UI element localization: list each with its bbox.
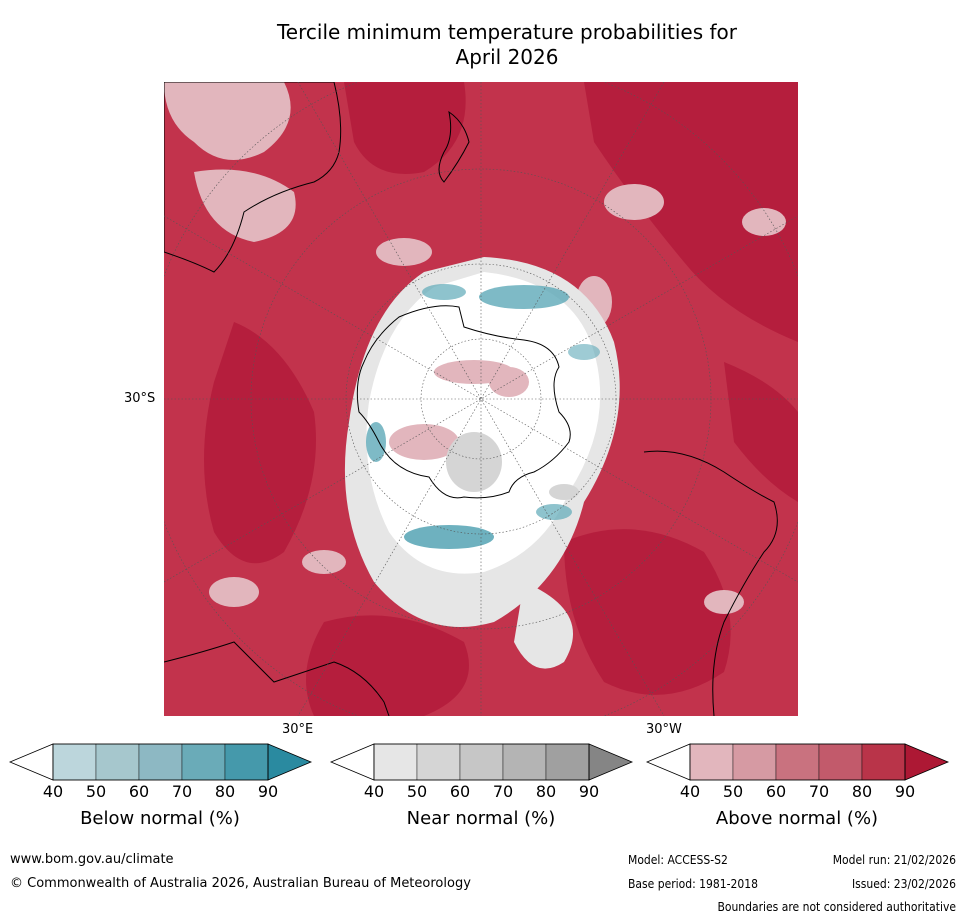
above-swatch-80-90 (861, 743, 906, 781)
below-tick-80: 80 (214, 782, 236, 801)
near-tick-90: 90 (578, 782, 600, 801)
website-text: www.bom.gov.au/climate (10, 852, 174, 867)
antarctic-above-patches (389, 360, 529, 460)
probability-map (164, 82, 798, 716)
near-upper-extension (588, 743, 634, 781)
above-tick-70: 70 (808, 782, 830, 801)
above-tick-60: 60 (765, 782, 787, 801)
label-30e: 30°E (282, 722, 314, 737)
below-normal-regions (366, 284, 600, 549)
map-canvas (164, 82, 798, 716)
colorbar-above-title: Above normal (%) (715, 808, 879, 829)
near-normal-tongue (514, 582, 573, 669)
south-america-coastline (643, 450, 778, 716)
below-tick-90: 90 (257, 782, 279, 801)
colorbar-below-title: Below normal (%) (80, 808, 240, 829)
above-lower-extension (645, 743, 691, 781)
near-swatch-80-90 (545, 743, 590, 781)
near-tick-50: 50 (406, 782, 428, 801)
below-swatch-50-60 (95, 743, 140, 781)
colorbar-below: Below normal (%) 40 50 60 70 80 90 (8, 743, 313, 829)
white-no-signal (366, 272, 601, 574)
colorbar-near: Near normal (%) 40 50 60 70 80 90 (329, 743, 634, 829)
label-30w: 30°W (646, 722, 682, 737)
near-swatch-70-80 (502, 743, 547, 781)
above-tick-80: 80 (851, 782, 873, 801)
antarctic-near-patches (446, 432, 579, 500)
below-swatch-40-50 (52, 743, 97, 781)
colorbar-above: Above normal (%) 40 50 60 70 80 90 (645, 743, 950, 829)
near-swatch-60-70 (459, 743, 504, 781)
title-line-1: Tercile minimum temperature probabilitie… (276, 20, 738, 44)
below-swatch-60-70 (138, 743, 183, 781)
above-upper-extension (904, 743, 950, 781)
near-swatch-50-60 (416, 743, 461, 781)
model-run-text: Model run: 21/02/2026 (832, 853, 956, 867)
strong-above-regions (204, 82, 798, 716)
below-tick-70: 70 (171, 782, 193, 801)
africa-coastline (164, 641, 390, 716)
below-swatch-70-80 (181, 743, 226, 781)
title-line-2: April 2026 (455, 45, 559, 69)
chart-title: Tercile minimum temperature probabilitie… (164, 20, 850, 70)
above-swatch-60-70 (775, 743, 820, 781)
below-tick-40: 40 (42, 782, 64, 801)
below-upper-extension (267, 743, 313, 781)
below-lower-extension (8, 743, 54, 781)
below-tick-60: 60 (128, 782, 150, 801)
new-zealand-coastline (438, 110, 470, 183)
near-tick-70: 70 (492, 782, 514, 801)
copyright-text: © Commonwealth of Australia 2026, Austra… (10, 876, 471, 891)
below-tick-50: 50 (85, 782, 107, 801)
near-swatch-40-50 (373, 743, 418, 781)
australia-coastline (164, 82, 342, 273)
antarctica-coastline (356, 305, 571, 499)
light-above-regions (164, 82, 786, 614)
near-tick-80: 80 (535, 782, 557, 801)
model-text: Model: ACCESS-S2 (628, 853, 728, 867)
near-tick-60: 60 (449, 782, 471, 801)
near-outline (373, 743, 590, 781)
base-period-text: Base period: 1981-2018 (628, 877, 759, 891)
below-outline (52, 743, 269, 781)
graticule (164, 82, 798, 716)
colorbar-above-swatches (645, 743, 950, 781)
issued-text: Issued: 23/02/2026 (851, 877, 956, 891)
colorbar-below-swatches (8, 743, 313, 781)
above-tick-50: 50 (722, 782, 744, 801)
below-swatch-80-90 (224, 743, 269, 781)
above-outline (689, 743, 906, 781)
near-tick-40: 40 (363, 782, 385, 801)
near-lower-extension (329, 743, 375, 781)
above-tick-40: 40 (679, 782, 701, 801)
disclaimer-text: Boundaries are not considered authoritat… (717, 900, 956, 914)
above-tick-90: 90 (894, 782, 916, 801)
above-swatch-50-60 (732, 743, 777, 781)
colorbar-near-swatches (329, 743, 634, 781)
above-swatch-40-50 (689, 743, 734, 781)
above-swatch-70-80 (818, 743, 863, 781)
colorbar-near-title: Near normal (%) (406, 808, 556, 829)
label-30s: 30°S (124, 391, 156, 406)
